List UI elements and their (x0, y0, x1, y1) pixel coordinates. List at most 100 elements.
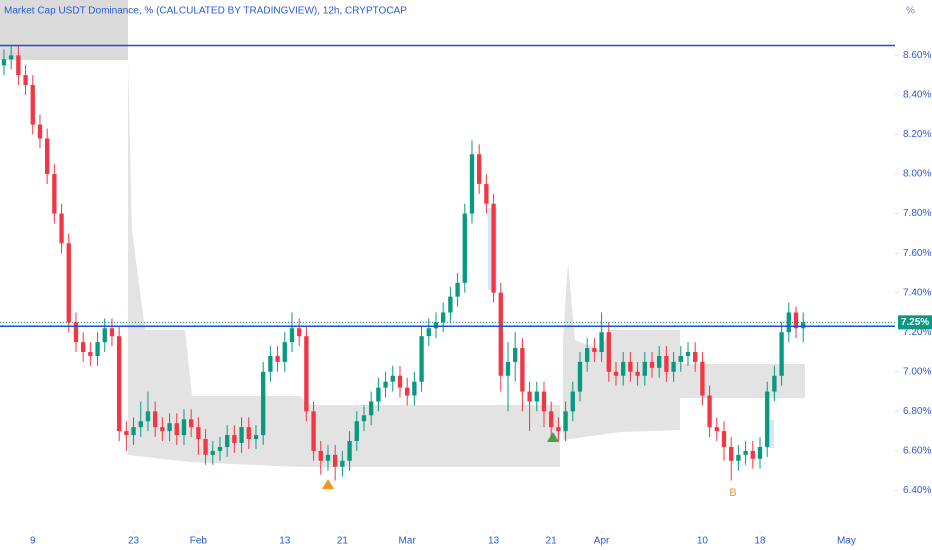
candle-body (181, 419, 187, 436)
candle-body (700, 361, 705, 396)
x-tick-label: 9 (30, 536, 36, 547)
candle-body (397, 375, 403, 388)
candle-body (685, 352, 691, 356)
candle-body (801, 322, 806, 329)
candle-body (649, 361, 655, 368)
candle-body (23, 75, 28, 86)
candle-body (268, 355, 273, 372)
x-tick-label: 13 (488, 536, 500, 547)
candle-body (549, 411, 554, 428)
candle-body (52, 174, 57, 214)
candle-body (419, 336, 424, 382)
candle-body (95, 342, 100, 356)
x-tick-label: 21 (546, 536, 558, 547)
candle-body (196, 427, 201, 440)
candle-body (225, 435, 230, 447)
candle-body (433, 322, 439, 329)
candle-body (361, 415, 367, 422)
candle-body (729, 446, 734, 461)
y-tick-label: 6.80% (903, 406, 931, 417)
candle-body (405, 387, 410, 396)
candle-body (203, 439, 208, 455)
y-tick-label: 7.00% (903, 366, 931, 377)
candle-body (448, 296, 453, 313)
candle-body (138, 421, 143, 428)
candle-body (469, 154, 475, 214)
candle-body (347, 441, 352, 461)
candle-body (30, 85, 35, 125)
x-tick-label: 10 (697, 536, 709, 547)
x-tick-label: Feb (190, 536, 208, 547)
candle-body (498, 292, 503, 376)
candle-body (304, 336, 309, 412)
x-tick-label: 13 (279, 536, 291, 547)
candle-body (9, 55, 14, 60)
candle-body (160, 427, 165, 432)
candle-body (16, 55, 21, 76)
candle-body (354, 421, 359, 442)
candle-body (253, 435, 259, 440)
candle-body (541, 391, 547, 412)
candle-body (376, 387, 381, 402)
candle-body (383, 381, 388, 388)
candle-body (642, 361, 647, 376)
y-tick-label: 7.40% (903, 287, 931, 298)
y-tick-label: 7.80% (903, 208, 931, 219)
candle-body (592, 348, 597, 353)
candle-body (786, 312, 791, 333)
candle-body (556, 427, 561, 432)
y-tick-label: 8.40% (903, 90, 931, 101)
candle-body (765, 391, 770, 447)
candle-body (462, 213, 467, 283)
y-unit: % (906, 6, 915, 17)
candle-body (570, 391, 575, 412)
candle-body (736, 454, 741, 461)
candle-body (174, 423, 179, 436)
x-tick-label: May (837, 536, 856, 547)
candle-body (333, 454, 338, 467)
candle-body (707, 395, 712, 428)
candle-body (232, 435, 237, 443)
candle-body (750, 450, 755, 459)
candle-body (311, 411, 316, 451)
candle-body (484, 183, 489, 204)
signal-label: B (729, 487, 736, 499)
x-tick-label: Apr (594, 536, 610, 547)
candle-body (239, 427, 244, 443)
candle-body (635, 371, 640, 376)
candle-body (491, 203, 496, 293)
candle-body (671, 361, 676, 372)
candle-body (261, 371, 266, 436)
candle-body (412, 381, 417, 396)
y-tick-label: 8.60% (903, 50, 931, 61)
candle-body (520, 348, 525, 392)
candle-body (606, 332, 611, 372)
candle-body (131, 427, 136, 436)
x-tick-label: Mar (399, 536, 417, 547)
candle-body (779, 332, 784, 376)
candle-body (318, 450, 323, 461)
candle-body (772, 375, 777, 392)
candle-body (743, 450, 748, 455)
candle-body (577, 361, 583, 392)
candle-body (628, 361, 633, 372)
candle-body (757, 446, 763, 459)
candle-body (124, 431, 129, 436)
candle-body (189, 419, 194, 428)
signal-triangle (547, 432, 559, 442)
candle-body (714, 427, 719, 432)
candle-body (693, 352, 698, 362)
candle-body (613, 371, 619, 376)
candle-body (282, 342, 287, 362)
candle-body (81, 342, 86, 353)
x-tick-label: 21 (337, 536, 349, 547)
candle-body (66, 243, 71, 323)
candle-body (721, 431, 727, 447)
y-tick-label: 6.40% (903, 485, 931, 496)
candle-body (441, 312, 446, 323)
candle-body (390, 375, 395, 382)
y-tick-label: 7.60% (903, 248, 931, 259)
candle-body (477, 154, 482, 184)
candle-body (275, 355, 280, 362)
last-price-label: 7.25% (901, 317, 929, 328)
